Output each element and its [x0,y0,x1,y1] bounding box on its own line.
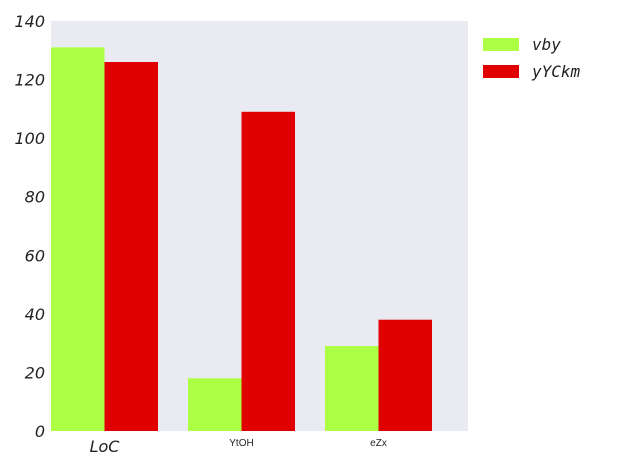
legend: vby yYCkm [483,35,581,81]
x-tick-label: LoC [90,437,121,456]
x-tick-label: eZx [370,438,387,449]
bar-vby-LoC [51,47,105,431]
y-tick-label: 120 [14,71,45,90]
bar-yYCkm-LoC [104,62,158,431]
bars-group [51,47,432,432]
legend-label-vby: vby [532,35,561,54]
y-axis-ticks: 0 20 40 60 80 100 120 140 [14,12,45,441]
legend-label-yYCkm: yYCkm [531,62,581,81]
x-tick-label: YtOH [229,438,253,449]
x-axis-ticks: LoC YtOH eZx [90,437,387,456]
y-tick-label: 80 [25,188,45,207]
bar-yYCkm-YtOH [241,111,295,432]
y-tick-label: 140 [14,12,45,31]
y-tick-label: 20 [25,363,45,382]
y-tick-label: 0 [35,422,45,441]
legend-swatch-vby [483,38,519,51]
bar-yYCkm-eZx [378,319,432,431]
bar-vby-eZx [325,346,379,431]
bar-vby-YtOH [188,378,242,431]
legend-swatch-yYCkm [483,65,519,78]
y-tick-label: 40 [25,305,45,324]
y-tick-label: 60 [25,246,45,265]
y-tick-label: 100 [14,129,45,148]
